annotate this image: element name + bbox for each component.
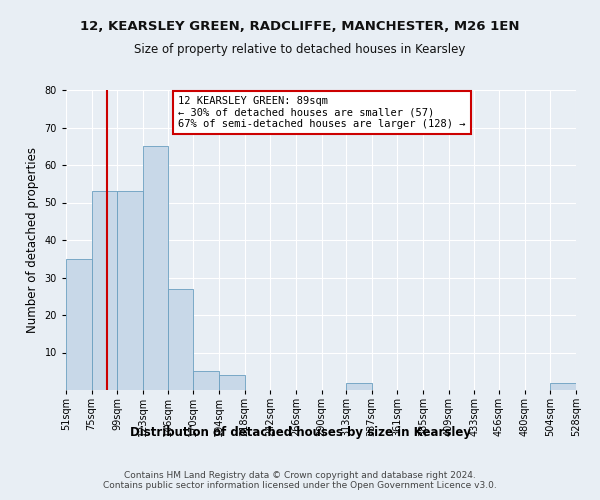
Bar (66, 259, 92, 390)
Bar (167, 289, 193, 390)
Text: Size of property relative to detached houses in Kearsley: Size of property relative to detached ho… (134, 42, 466, 56)
Bar (550, 382, 576, 390)
Text: Distribution of detached houses by size in Kearsley: Distribution of detached houses by size … (130, 426, 470, 439)
Bar (346, 382, 372, 390)
Bar (118, 191, 143, 390)
Bar (193, 371, 219, 390)
Y-axis label: Number of detached properties: Number of detached properties (26, 147, 39, 333)
Bar (92, 191, 118, 390)
Bar (143, 146, 167, 390)
Bar (219, 375, 245, 390)
Text: Contains HM Land Registry data © Crown copyright and database right 2024.
Contai: Contains HM Land Registry data © Crown c… (103, 470, 497, 490)
Text: 12 KEARSLEY GREEN: 89sqm
← 30% of detached houses are smaller (57)
67% of semi-d: 12 KEARSLEY GREEN: 89sqm ← 30% of detach… (178, 96, 466, 129)
Text: 12, KEARSLEY GREEN, RADCLIFFE, MANCHESTER, M26 1EN: 12, KEARSLEY GREEN, RADCLIFFE, MANCHESTE… (80, 20, 520, 33)
